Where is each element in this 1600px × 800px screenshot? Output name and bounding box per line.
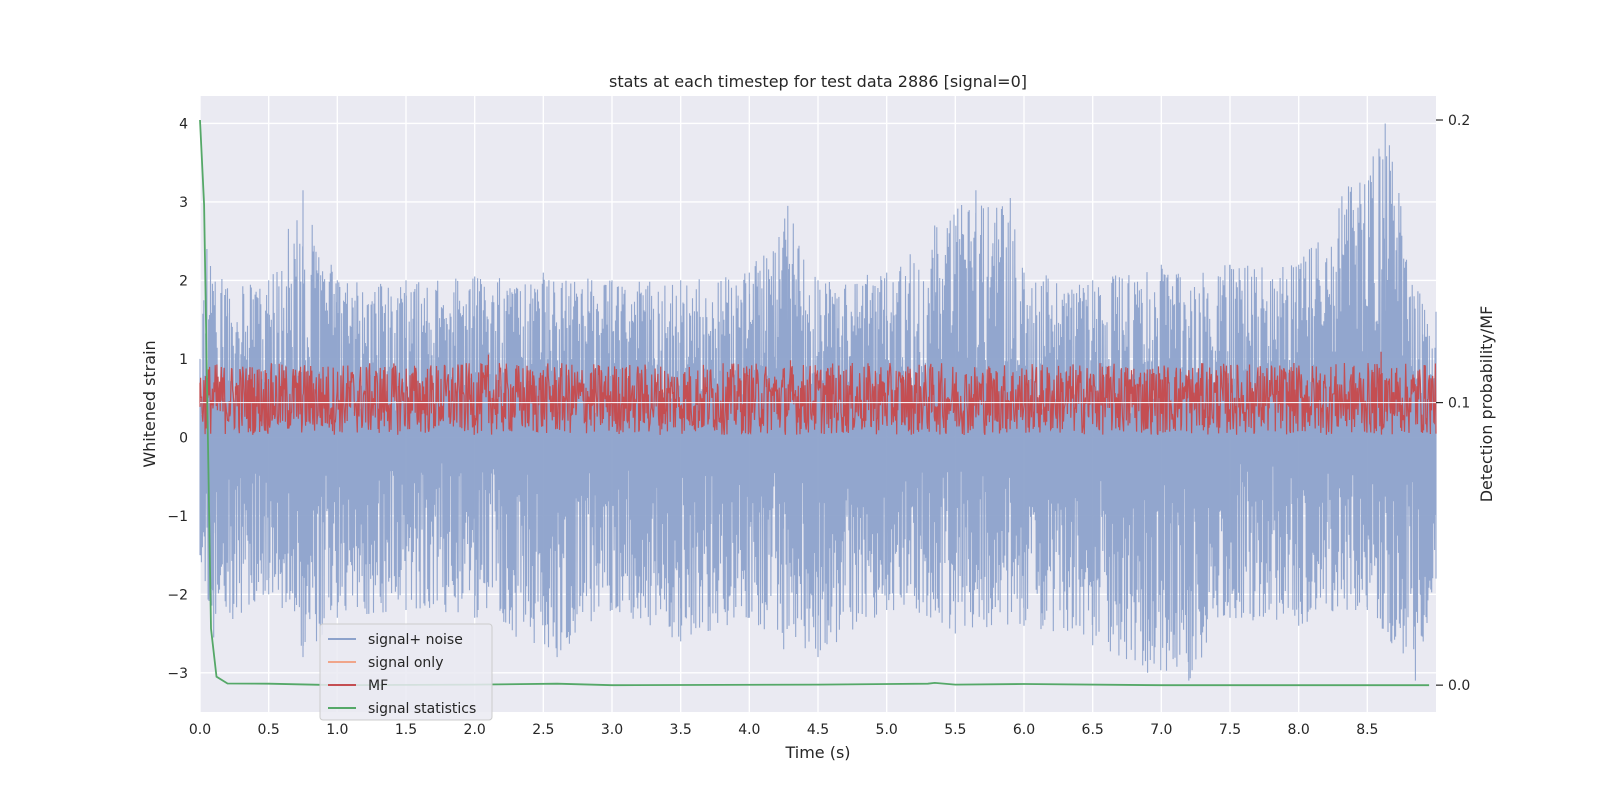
x-tick-label: 5.5 xyxy=(944,722,966,738)
chart-title: stats at each timestep for test data 288… xyxy=(609,72,1027,91)
x-tick-label: 2.5 xyxy=(532,722,554,738)
y-tick-label: −3 xyxy=(167,666,188,682)
x-tick-label: 1.0 xyxy=(326,722,348,738)
legend-label-mf: MF xyxy=(368,678,388,694)
signal-statistics-series xyxy=(199,119,1430,687)
legend-label-signal-noise: signal+ noise xyxy=(368,632,463,648)
x-tick-label: 1.5 xyxy=(395,722,417,738)
signal-noise-line xyxy=(199,123,1437,681)
x-axis-label: Time (s) xyxy=(784,743,850,762)
y-tick-label: 4 xyxy=(179,116,188,132)
y2-axis-ticks: 0.2 0.1 0.0 xyxy=(1436,113,1470,694)
y-axis-ticks: 4 3 2 1 0 −1 −2 −3 xyxy=(167,116,188,681)
y-tick-label: 0 xyxy=(179,430,188,446)
legend-box xyxy=(319,623,493,721)
y2-tick-label: 0.0 xyxy=(1448,678,1470,694)
y2-tick-label: 0.1 xyxy=(1448,396,1470,412)
x-tick-label: 3.0 xyxy=(601,722,623,738)
signal-statistics-line xyxy=(199,119,1430,687)
x-tick-label: 0.0 xyxy=(189,722,211,738)
mf-line xyxy=(199,351,1437,436)
x-tick-label: 8.5 xyxy=(1356,722,1378,738)
signal-noise-series xyxy=(199,123,1437,681)
x-tick-label: 8.0 xyxy=(1288,722,1310,738)
y-axis-label: Whitened strain xyxy=(140,340,159,467)
y-tick-label: 1 xyxy=(179,352,188,368)
x-tick-label: 7.5 xyxy=(1219,722,1241,738)
y-tick-label: −1 xyxy=(167,509,188,525)
legend-label-signal-only: signal only xyxy=(368,655,443,671)
y-tick-label: 3 xyxy=(179,195,188,211)
y-tick-label: 2 xyxy=(179,273,188,289)
y2-tick-label: 0.2 xyxy=(1448,113,1470,129)
legend: signal+ noise signal only MF signal stat… xyxy=(319,623,493,721)
x-tick-label: 2.0 xyxy=(464,722,486,738)
x-tick-label: 4.5 xyxy=(807,722,829,738)
y2-axis-label: Detection probability/MF xyxy=(1477,306,1496,503)
mf-series xyxy=(199,351,1437,436)
x-tick-label: 5.0 xyxy=(876,722,898,738)
x-tick-label: 4.0 xyxy=(738,722,760,738)
y-tick-label: −2 xyxy=(167,587,188,603)
x-tick-label: 6.0 xyxy=(1013,722,1035,738)
x-tick-label: 3.5 xyxy=(670,722,692,738)
x-tick-label: 6.5 xyxy=(1082,722,1104,738)
x-axis-ticks: 0.0 0.5 1.0 1.5 2.0 2.5 3.0 3.5 4.0 4.5 5.0 5.5 6.0 6… xyxy=(189,722,1379,738)
x-tick-label: 0.5 xyxy=(258,722,280,738)
x-tick-label: 7.0 xyxy=(1150,722,1172,738)
legend-label-signal-statistics: signal statistics xyxy=(368,701,476,717)
